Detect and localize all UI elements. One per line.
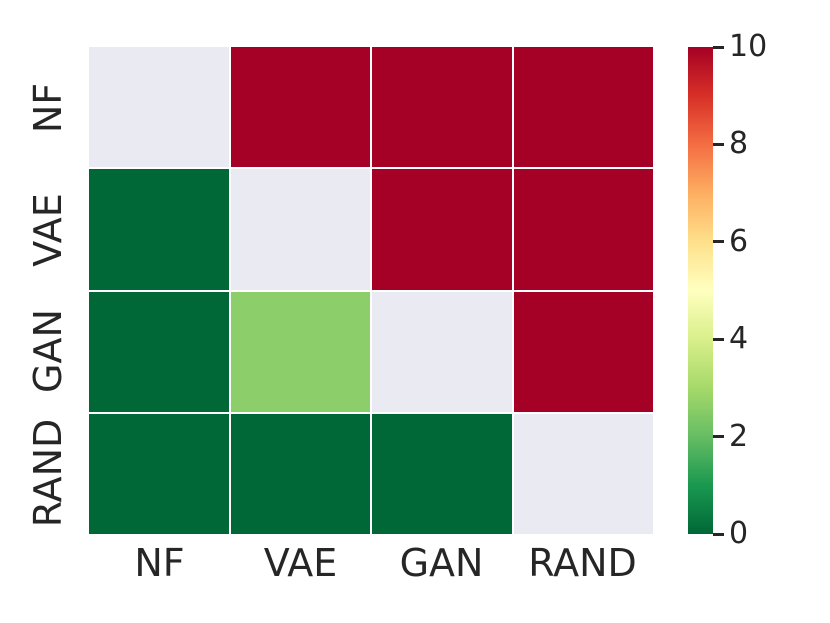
x-tick-label-gan: GAN (399, 541, 484, 585)
x-tick-label-vae: VAE (263, 541, 338, 585)
colorbar-gradient (688, 47, 713, 534)
y-tick-label-rand: RAND (26, 418, 70, 528)
heatmap-cell-NF-VAE (230, 47, 370, 168)
colorbar-tick-mark-6 (713, 240, 724, 244)
colorbar-tick-label-2: 2 (729, 418, 749, 454)
heatmap-cell-GAN-NF (89, 291, 229, 412)
heatmap-cell-VAE-VAE (230, 169, 370, 290)
heatmap-cell-NF-NF (89, 47, 229, 168)
y-tick-label-gan: GAN (26, 309, 70, 394)
heatmap-cell-VAE-NF (89, 169, 229, 290)
colorbar-tick-mark-8 (713, 142, 724, 146)
colorbar-tick-label-8: 8 (729, 126, 749, 162)
colorbar-tick-mark-2 (713, 435, 724, 439)
heatmap-cell-RAND-VAE (230, 413, 370, 534)
colorbar-tick-mark-4 (713, 337, 724, 341)
heatmap-cell-GAN-GAN (372, 291, 512, 412)
y-tick-label-nf: NF (26, 82, 70, 134)
x-tick-label-nf: NF (134, 541, 185, 585)
colorbar-tick-mark-0 (713, 532, 724, 536)
colorbar-tick-label-10: 10 (729, 29, 768, 64)
heatmap-cell-RAND-GAN (372, 413, 512, 534)
colorbar-tick-label-6: 6 (729, 223, 749, 259)
colorbar-tick-mark-10 (713, 45, 724, 49)
heatmap (89, 47, 653, 534)
heatmap-cell-VAE-RAND (513, 169, 653, 290)
y-tick-label-vae: VAE (26, 192, 70, 267)
heatmap-cell-GAN-RAND (513, 291, 653, 412)
heatmap-cell-NF-GAN (372, 47, 512, 168)
colorbar-tick-label-0: 0 (729, 516, 749, 551)
heatmap-cell-GAN-VAE (230, 291, 370, 412)
x-tick-label-rand: RAND (528, 541, 637, 585)
heatmap-cell-NF-RAND (513, 47, 653, 168)
heatmap-cell-VAE-GAN (372, 169, 512, 290)
colorbar-tick-label-4: 4 (729, 321, 749, 357)
colorbar (688, 47, 713, 534)
heatmap-cell-RAND-NF (89, 413, 229, 534)
heatmap-cell-RAND-RAND (513, 413, 653, 534)
